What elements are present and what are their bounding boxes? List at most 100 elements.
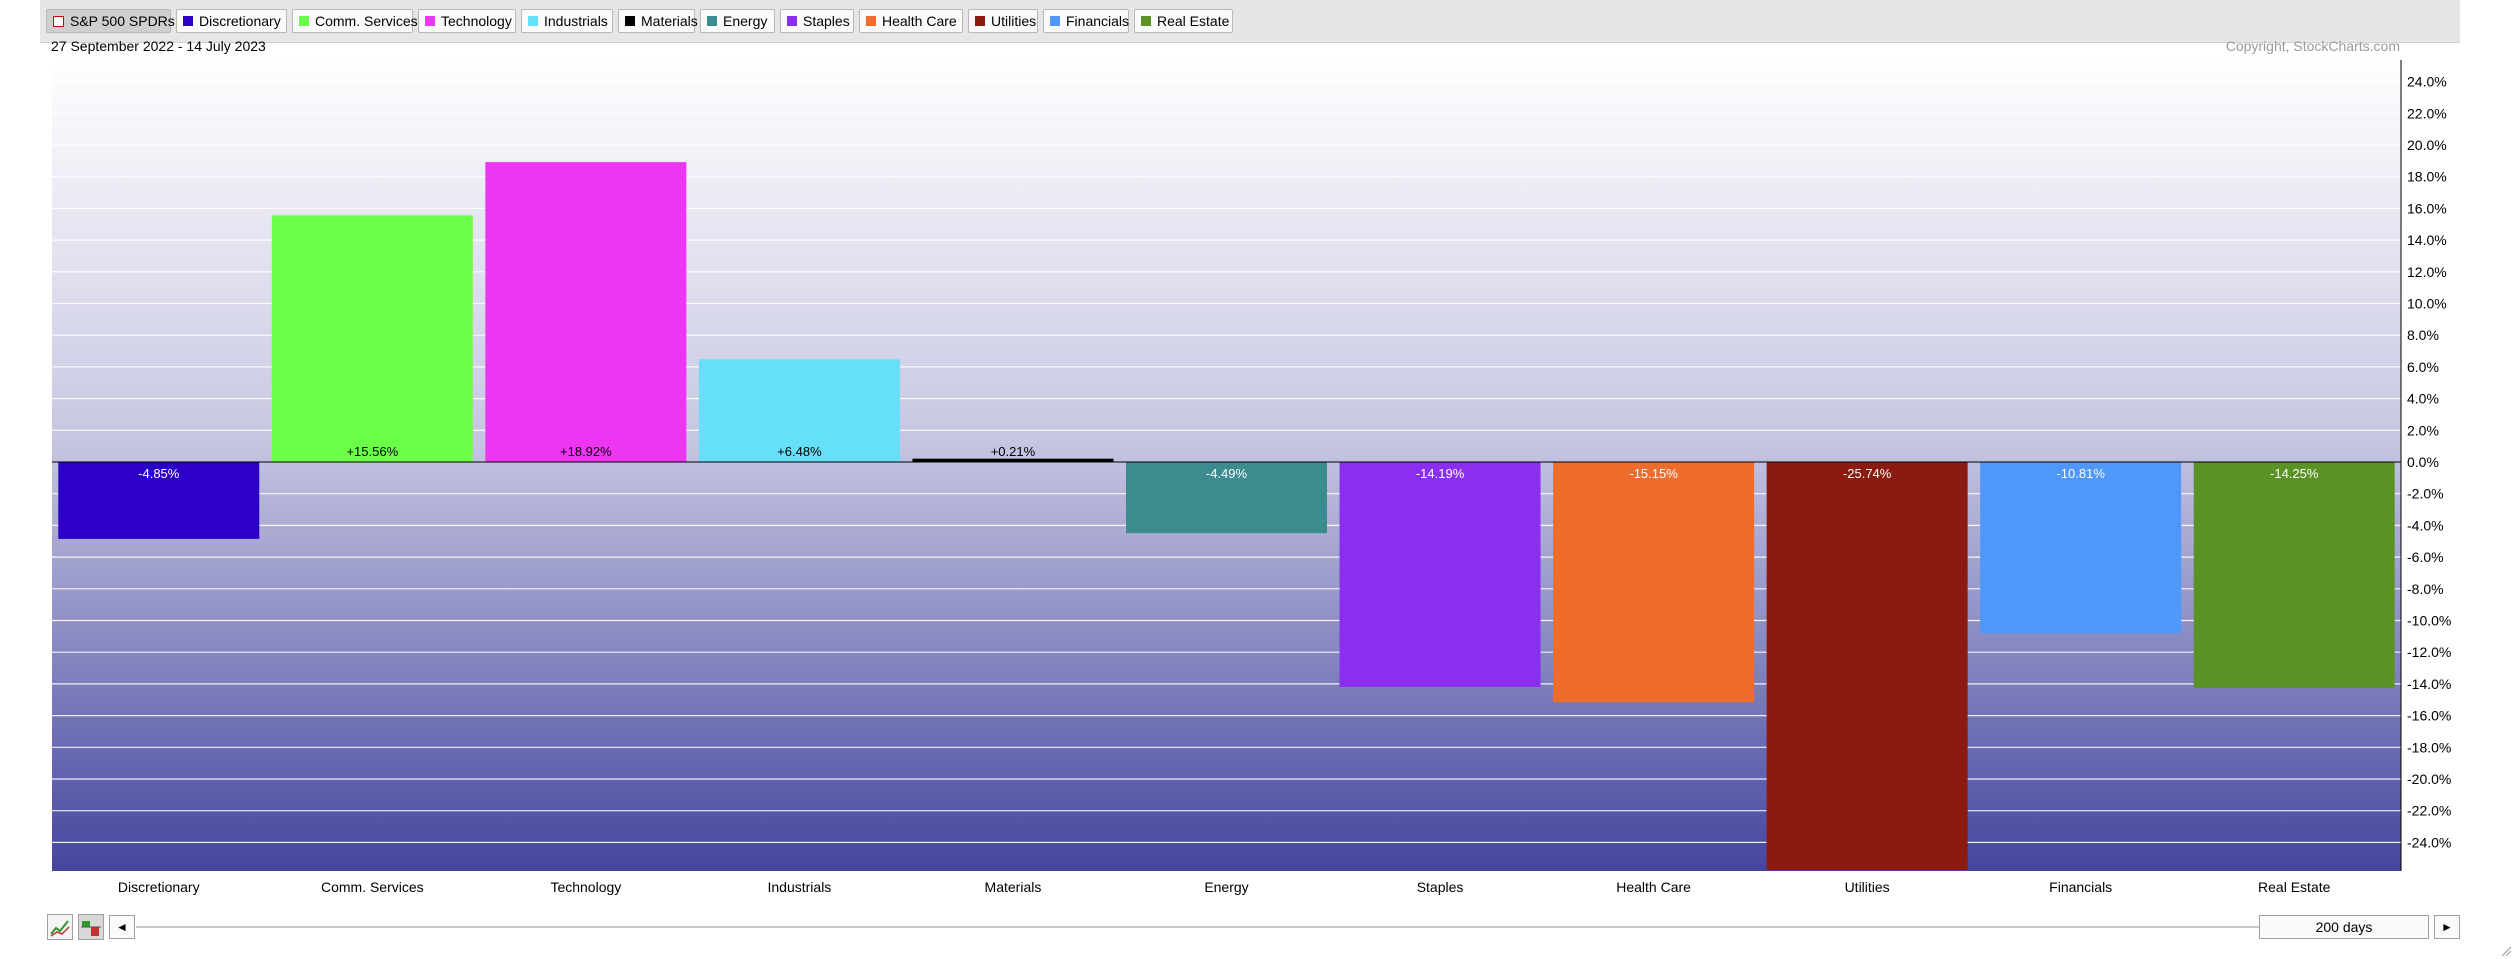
legend-item-real-estate[interactable]: Real Estate (1134, 9, 1233, 33)
legend-swatch (299, 16, 309, 26)
y-tick-label: -22.0% (2407, 803, 2451, 819)
legend-swatch (183, 16, 193, 26)
value-label: +0.21% (991, 444, 1036, 459)
bar-staples (1339, 462, 1541, 687)
y-tick-label: -6.0% (2407, 549, 2444, 565)
legend-label: Energy (723, 13, 768, 29)
value-label: -4.85% (138, 466, 180, 481)
bar-technology (485, 162, 687, 463)
line-chart-view-button[interactable] (47, 914, 73, 940)
y-tick-label: 2.0% (2407, 422, 2439, 438)
x-category-label: Utilities (1845, 879, 1890, 895)
y-tick-label: 6.0% (2407, 359, 2439, 375)
y-tick-label: 10.0% (2407, 296, 2447, 312)
y-tick-label: 18.0% (2407, 169, 2447, 185)
legend-label: Financials (1066, 13, 1130, 29)
legend-label: S&P 500 SPDRs (70, 13, 175, 29)
value-label: +15.56% (346, 444, 398, 459)
bar-utilities (1766, 462, 1968, 870)
copyright-notice: Copyright, StockCharts.com (2225, 38, 2400, 54)
y-tick-label: 22.0% (2407, 105, 2447, 121)
legend-label: Staples (803, 13, 850, 29)
bar-chart-icon (81, 921, 101, 936)
x-category-label: Materials (985, 879, 1042, 895)
bar-real-estate (2193, 462, 2395, 688)
y-tick-label: -16.0% (2407, 708, 2451, 724)
bar-health-care (1553, 462, 1755, 703)
x-category-label: Energy (1204, 879, 1248, 895)
y-tick-label: -4.0% (2407, 517, 2444, 533)
legend-swatch (1050, 16, 1060, 26)
value-label: -14.19% (1416, 466, 1465, 481)
y-tick-label: 4.0% (2407, 391, 2439, 407)
legend-swatch (787, 16, 797, 26)
y-tick-label: -14.0% (2407, 676, 2451, 692)
legend-item-discretionary[interactable]: Discretionary (176, 9, 287, 33)
legend-swatch (975, 16, 985, 26)
y-axis: 24.0% 22.0% 20.0% 18.0% 16.0% 14.0% 12.0% 10.0%… (52, 60, 2451, 871)
resize-grip-icon[interactable] (2500, 945, 2512, 957)
y-tick-label: 16.0% (2407, 200, 2447, 216)
scroll-right-button[interactable]: ► (2434, 915, 2460, 939)
x-category-label: Health Care (1616, 879, 1691, 895)
x-category-label: Technology (550, 879, 621, 895)
x-category-label: Real Estate (2258, 879, 2331, 895)
legend-item-materials[interactable]: Materials (618, 9, 698, 33)
y-tick-label: 20.0% (2407, 137, 2447, 153)
legend-label: Discretionary (199, 13, 281, 29)
y-tick-label: 0.0% (2407, 454, 2439, 470)
legend-swatch (707, 16, 717, 26)
legend-label: Comm. Services (315, 13, 418, 29)
y-tick-label: -8.0% (2407, 581, 2444, 597)
legend-item-utilities[interactable]: Utilities (968, 9, 1038, 33)
date-range: 27 September 2022 - 14 July 2023 (51, 38, 266, 54)
legend-item-technology[interactable]: Technology (418, 9, 516, 33)
legend-item-energy[interactable]: Energy (700, 9, 775, 33)
x-category-label: Financials (2049, 879, 2112, 895)
y-tick-label: -2.0% (2407, 486, 2444, 502)
legend-item-staples[interactable]: Staples (780, 9, 854, 33)
scroll-left-button[interactable]: ◄ (109, 915, 135, 939)
legend-item-comm-services[interactable]: Comm. Services (292, 9, 418, 33)
value-label: +18.92% (560, 444, 612, 459)
bar-discretionary (58, 462, 260, 539)
legend-item-health-care[interactable]: Health Care (859, 9, 963, 33)
legend-label: Health Care (882, 13, 957, 29)
legend-swatch (866, 16, 876, 26)
legend-swatch (625, 16, 635, 26)
value-label: -25.74% (1843, 466, 1892, 481)
bar-chart-view-button[interactable] (78, 914, 104, 940)
bar-industrials (698, 359, 900, 462)
bar-financials (1980, 462, 2182, 634)
bar-energy (1126, 462, 1327, 534)
legend-swatch (425, 16, 435, 26)
legend-item-s-p-500-spdrs[interactable]: S&P 500 SPDRs (46, 9, 175, 33)
y-tick-label: -12.0% (2407, 644, 2451, 660)
value-label: -15.15% (1629, 466, 1678, 481)
y-tick-label: -10.0% (2407, 613, 2451, 629)
value-label: -4.49% (1206, 466, 1248, 481)
x-category-label: Discretionary (118, 879, 200, 895)
legend-swatch (528, 16, 538, 26)
bar-chart: -4.85% +15.56% +18.92% +6.48% +0.21% -4.49% -1… (52, 60, 2451, 895)
bars (58, 162, 2395, 870)
legend-item-financials[interactable]: Financials (1043, 9, 1129, 33)
legend-item-industrials[interactable]: Industrials (521, 9, 613, 33)
x-category-label: Industrials (768, 879, 832, 895)
period-selector[interactable]: 200 days (2259, 915, 2429, 939)
y-tick-label: 12.0% (2407, 264, 2447, 280)
chart-frame: S&P 500 SPDRs Discretionary Comm. Services… (40, 0, 2460, 952)
x-category-label: Staples (1417, 879, 1464, 895)
range-slider-track[interactable] (136, 926, 2260, 928)
y-tick-label: 24.0% (2407, 74, 2447, 90)
value-labels: -4.85% +15.56% +18.92% +6.48% +0.21% -4.49% -1… (138, 444, 2319, 481)
legend-label: Materials (641, 13, 698, 29)
bar-comm-services (271, 215, 473, 462)
legend-bar: S&P 500 SPDRs Discretionary Comm. Services… (40, 0, 2460, 43)
y-tick-label: -18.0% (2407, 739, 2451, 755)
line-chart-icon (50, 920, 70, 937)
value-label: +6.48% (777, 444, 822, 459)
y-tick-label: 14.0% (2407, 232, 2447, 248)
range-controls: ◄ 200 days ► (40, 908, 2460, 952)
x-axis: Discretionary Comm. Services Technology Ind… (118, 879, 2331, 895)
